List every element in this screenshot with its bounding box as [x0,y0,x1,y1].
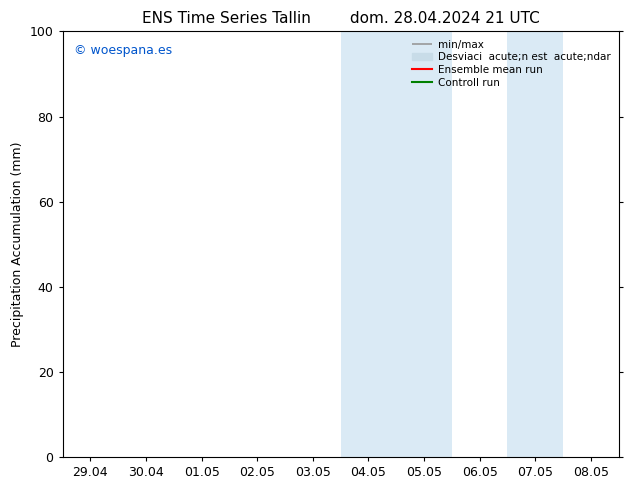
Legend: min/max, Desviaci  acute;n est  acute;ndar, Ensemble mean run, Controll run: min/max, Desviaci acute;n est acute;ndar… [408,37,614,91]
Bar [340,31,396,457]
Y-axis label: Precipitation Accumulation (mm): Precipitation Accumulation (mm) [11,142,24,347]
Title: ENS Time Series Tallin        dom. 28.04.2024 21 UTC: ENS Time Series Tallin dom. 28.04.2024 2… [142,11,540,26]
Text: © woespana.es: © woespana.es [74,44,172,57]
Bar [507,31,563,457]
Bar [396,31,452,457]
